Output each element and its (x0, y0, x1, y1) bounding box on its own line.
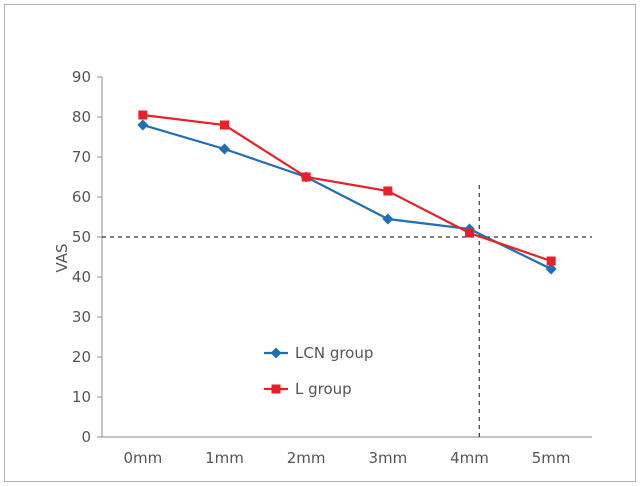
data-point (138, 110, 148, 120)
x-tick-label: 0mm (123, 449, 162, 467)
y-tick-label: 70 (72, 148, 91, 166)
data-point (382, 213, 394, 225)
x-tick-label: 2mm (287, 449, 326, 467)
y-tick-label: 60 (72, 188, 91, 206)
series-line (142, 113, 552, 263)
legend-marker (270, 347, 282, 359)
data-point (137, 119, 149, 131)
legend-label: LCN group (295, 344, 373, 362)
x-tick-label: 3mm (368, 449, 407, 467)
y-tick-label: 10 (72, 388, 91, 406)
y-tick-label: 40 (72, 268, 91, 286)
data-point (465, 228, 474, 238)
data-point (219, 143, 230, 155)
x-tick-label: 1mm (205, 449, 244, 467)
legend-label: L group (295, 380, 352, 398)
x-tick-label: 5mm (532, 449, 571, 467)
data-point (301, 172, 311, 182)
y-axis-title: VAS (53, 243, 71, 272)
y-tick-label: 90 (72, 68, 91, 86)
series-layer (137, 110, 557, 275)
axes: 0 10 20 30 40 50 60 70 80 90 0mm 1mm 2mm 3mm 4mm 5mm (72, 68, 592, 467)
y-tick-label: 50 (72, 228, 91, 246)
data-point (220, 120, 229, 130)
y-tick-label: 80 (72, 108, 91, 126)
reference-lines (102, 185, 592, 437)
y-tick-label: 0 (81, 428, 91, 446)
data-point (383, 186, 393, 196)
y-tick-label: 30 (72, 308, 91, 326)
legend-item: L group (264, 380, 352, 398)
series-line (142, 123, 552, 270)
y-tick-label: 20 (72, 348, 91, 366)
data-point (545, 263, 557, 275)
legend: LCN group L group (264, 344, 373, 398)
chart-frame (4, 4, 636, 482)
series-2 (138, 110, 556, 266)
legend-item: LCN group (264, 344, 373, 362)
data-point (546, 256, 556, 266)
legend-marker (271, 384, 281, 394)
series-1 (137, 119, 557, 275)
x-tick-label: 4mm (450, 449, 489, 467)
